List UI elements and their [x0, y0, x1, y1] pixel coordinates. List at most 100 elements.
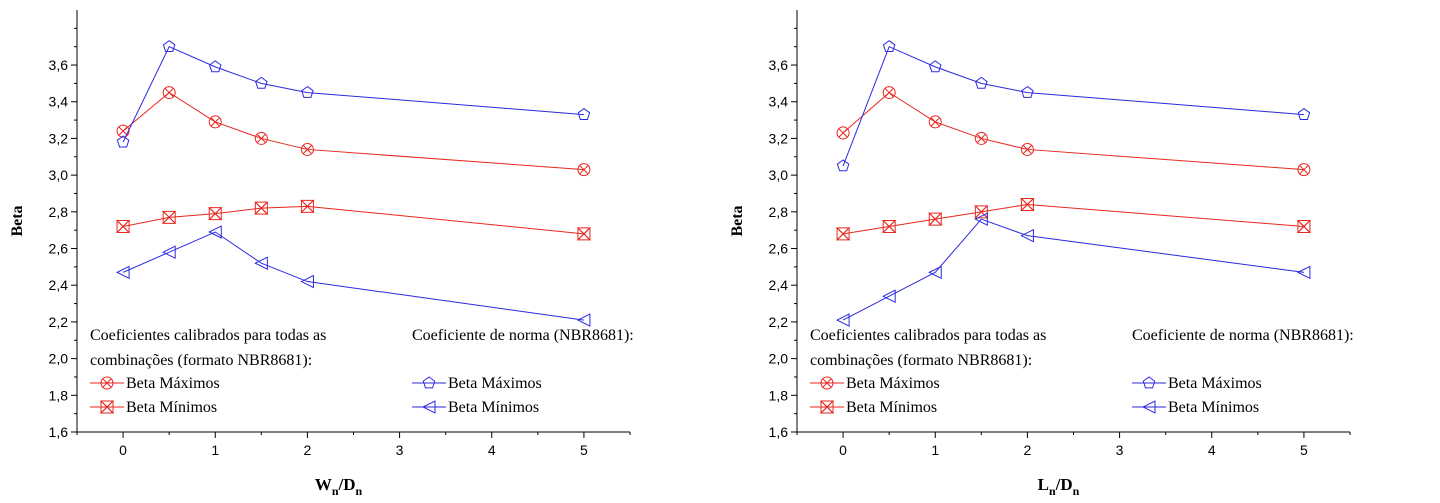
data-point: [974, 131, 988, 145]
x-axis-label-subscript: n: [1073, 484, 1080, 498]
legend-title-calibrated-line1: Coeficientes calibrados para todas as: [810, 327, 1046, 344]
legend-label: Beta Máximos: [126, 375, 220, 392]
y-tick-label: 3,2: [769, 130, 789, 146]
y-tick-label: 2,2: [49, 314, 69, 330]
data-point: [975, 76, 988, 89]
legend-marker: [819, 400, 835, 414]
legend-marker: [99, 400, 115, 414]
x-axis-label: Ln/Dn: [1038, 475, 1080, 498]
data-point: [1296, 220, 1312, 234]
x-tick-label: 2: [304, 442, 312, 458]
legend-item: Beta Mínimos: [1132, 399, 1259, 416]
data-point: [254, 131, 268, 145]
x-axis-label-part: W: [315, 475, 332, 494]
legend-marker: [820, 376, 834, 390]
legend-marker: [422, 376, 436, 389]
x-axis-label-part: /D: [1055, 475, 1073, 494]
data-point: [162, 86, 176, 100]
data-point: [1296, 265, 1311, 280]
x-axis-label-part: /D: [338, 475, 356, 494]
data-point: [836, 126, 850, 140]
data-point: [115, 220, 131, 234]
data-point: [1020, 142, 1034, 156]
series-line: [122, 46, 584, 143]
data-point: [300, 274, 314, 289]
series-norm-3: [835, 212, 1311, 327]
y-tick-label: 2,4: [769, 277, 789, 293]
data-point: [254, 201, 269, 215]
legend-title-calibrated-line2: combinações (formato NBR8681):: [90, 352, 312, 369]
series-line: [122, 205, 584, 235]
data-point: [1020, 228, 1034, 243]
x-tick-label: 4: [1208, 442, 1216, 458]
chart-left: 1,6 1,8 2,0 2,2 2,4 2,6 2,8 3,0 3,2 3,4 3,6 0 1 2 3 4 5 B…: [9, 10, 634, 498]
data-point: [974, 212, 988, 226]
x-tick-label: 0: [839, 442, 847, 458]
y-tick-label: 3,2: [49, 130, 69, 146]
data-point: [835, 227, 851, 241]
series-norm-2: [116, 40, 591, 148]
data-point: [836, 159, 850, 172]
data-point: [881, 220, 897, 234]
series-line: [843, 203, 1304, 235]
data-point: [162, 40, 176, 53]
data-point: [161, 210, 177, 224]
data-point: [928, 265, 942, 280]
series-norm-3: [115, 225, 591, 327]
data-point: [1020, 197, 1035, 211]
legend-label: Beta Máximos: [448, 375, 542, 392]
legend-label: Beta Mínimos: [1168, 399, 1259, 416]
x-tick-label: 1: [211, 442, 219, 458]
legend-item: Beta Máximos: [1132, 375, 1262, 392]
data-point: [162, 245, 176, 260]
x-axis-label-subscript: n: [356, 484, 363, 498]
y-tick-label: 2,6: [49, 241, 69, 257]
x-tick-label: 1: [931, 442, 939, 458]
y-tick-label: 3,6: [769, 57, 789, 73]
x-tick-label: 3: [396, 442, 404, 458]
y-tick-label: 3,0: [49, 167, 69, 183]
data-point: [928, 212, 943, 226]
series-line: [122, 231, 584, 321]
series-calibrated-0: [116, 86, 591, 177]
y-axis-label: Beta: [9, 205, 26, 236]
x-tick-label: 5: [1300, 442, 1308, 458]
x-tick-label: 4: [488, 442, 496, 458]
data-point: [208, 225, 222, 239]
legend-item: Beta Máximos: [412, 375, 542, 392]
data-point: [254, 256, 268, 271]
series-calibrated-1: [835, 197, 1312, 241]
legend-label: Beta Máximos: [1168, 375, 1262, 392]
legend-label: Beta Mínimos: [846, 399, 937, 416]
y-tick-label: 2,4: [49, 277, 69, 293]
data-point: [928, 60, 942, 73]
legend-item: Beta Mínimos: [412, 399, 539, 416]
data-point: [208, 115, 222, 129]
legend-label: Beta Mínimos: [448, 399, 539, 416]
data-point: [208, 60, 222, 73]
legend-item: Beta Mínimos: [90, 399, 217, 416]
y-tick-label: 3,4: [49, 94, 69, 110]
legend-marker: [1141, 400, 1156, 414]
x-tick-label: 3: [1116, 442, 1124, 458]
y-tick-label: 2,0: [769, 351, 789, 367]
y-tick-label: 2,8: [49, 204, 69, 220]
series-line: [122, 91, 584, 171]
series-norm-2: [836, 40, 1311, 172]
x-tick-label: 5: [580, 442, 588, 458]
data-point: [301, 85, 314, 98]
x-axis-label-subscript: n: [332, 484, 339, 498]
data-point: [835, 313, 850, 327]
series-calibrated-0: [836, 86, 1311, 177]
legend-title-calibrated-line2: combinações (formato NBR8681):: [810, 352, 1032, 369]
series-line: [842, 91, 1304, 171]
chart-right: 1,6 1,8 2,0 2,2 2,4 2,6 2,8 3,0 3,2 3,4 3,6 0 1 2 3 4 5 B…: [729, 10, 1354, 498]
data-point: [1297, 163, 1311, 177]
legend-label: Beta Mínimos: [126, 399, 217, 416]
data-point: [300, 199, 315, 213]
legend-title-calibrated-line1: Coeficientes calibrados para todas as: [90, 327, 326, 344]
series-line: [842, 218, 1304, 321]
x-tick-label: 0: [119, 442, 127, 458]
y-tick-label: 3,0: [769, 167, 789, 183]
data-point: [116, 124, 130, 138]
